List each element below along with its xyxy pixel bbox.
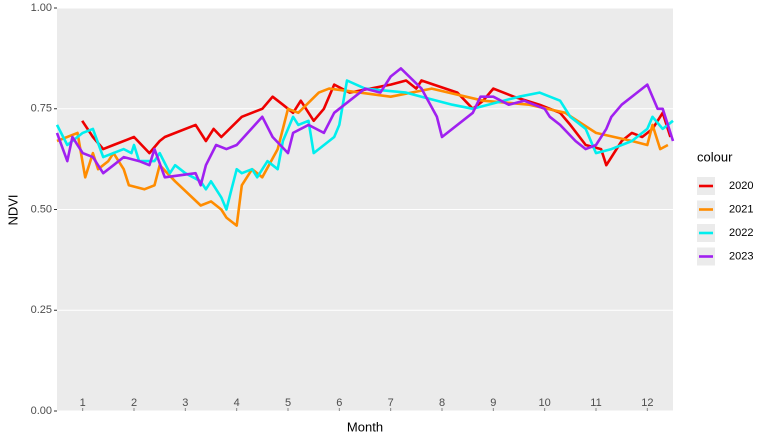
- series-line: [56, 87, 669, 227]
- y-tick-label: 0.75: [31, 103, 52, 115]
- grid: [57, 7, 673, 412]
- legend-label: 2022: [729, 227, 753, 239]
- legend-label: 2023: [729, 250, 753, 262]
- lines: [55, 67, 675, 227]
- legend: 2020 2021 2022 2023: [697, 177, 753, 266]
- series-line: [81, 79, 672, 167]
- x-tick-label: 3: [182, 397, 188, 409]
- x-tick-label: 10: [539, 397, 551, 409]
- x-tick-label: 9: [490, 397, 496, 409]
- x-tick-label: 7: [388, 397, 394, 409]
- legend-label: 2020: [729, 180, 753, 192]
- x-tick-label: 5: [285, 397, 291, 409]
- x-axis-title: Month: [347, 419, 383, 434]
- legend-label: 2021: [729, 203, 753, 215]
- y-tick-label: 0.50: [31, 203, 52, 215]
- series-line: [55, 67, 675, 187]
- y-tick-label: 0.00: [31, 405, 52, 417]
- legend-title: colour: [697, 149, 733, 164]
- x-tick-label: 12: [641, 397, 653, 409]
- x-tick-label: 11: [590, 397, 601, 409]
- y-tick-label: 1.00: [31, 2, 52, 14]
- x-tick-label: 4: [234, 397, 240, 409]
- x-tick-label: 6: [336, 397, 342, 409]
- series-line: [55, 79, 674, 211]
- x-tick-label: 1: [80, 397, 86, 409]
- y-tick-label: 0.25: [31, 304, 52, 316]
- x-tick-label: 2: [131, 397, 137, 409]
- x-tick-label: 8: [439, 397, 445, 409]
- y-axis-title: NDVI: [5, 194, 20, 225]
